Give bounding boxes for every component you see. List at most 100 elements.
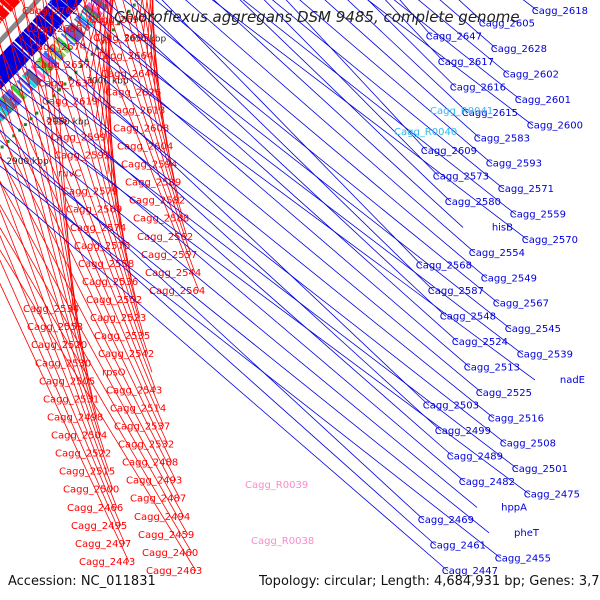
gene-label-forward: Cagg_2494 <box>134 512 190 523</box>
gene-label-forward: Cagg_2488 <box>122 458 178 469</box>
gene-label-reverse-leader <box>55 24 536 381</box>
forward-strand-gene <box>0 20 2 24</box>
cog-category-block <box>60 32 76 47</box>
gene-label-forward-leader <box>0 151 110 472</box>
gene-label-reverse: Cagg_2647 <box>426 32 482 43</box>
reverse-strand-gene <box>15 37 35 56</box>
gene-label-forward: Cagg_2543 <box>106 385 162 396</box>
gene-label-reverse-leader <box>134 0 435 292</box>
gene-label-reverse: Cagg_2469 <box>418 515 474 526</box>
reverse-strand-gene <box>50 0 71 16</box>
gene-label-forward: Cagg_2535 <box>94 331 150 342</box>
gene-label-reverse-leader <box>211 0 529 241</box>
gene-label-forward: Cagg_2532 <box>118 440 174 451</box>
gene-label-reverse-leader <box>0 165 502 559</box>
gene-label-forward-leader <box>0 282 130 563</box>
gene-label-forward: Cagg_2582 <box>129 196 185 207</box>
gene-label-forward: Cagg_2498 <box>47 413 103 424</box>
gene-label-reverse: Cagg_2461 <box>430 541 486 552</box>
cog-category-block <box>24 70 41 87</box>
reverse-strand-gene <box>0 74 8 85</box>
gene-label-forward-leader <box>90 0 125 246</box>
gene-label-reverse-leader <box>34 47 495 419</box>
reverse-strand-gene <box>27 23 49 43</box>
rna-label-pink: Cagg_R0039 <box>245 480 308 491</box>
gene-label-reverse-leader <box>367 0 534 126</box>
gene-label-forward-leader <box>42 0 78 328</box>
gene-label-reverse: Cagg_2548 <box>440 312 496 323</box>
cog-category-block <box>40 54 56 69</box>
gene-label-reverse-leader <box>263 0 440 177</box>
tick-dot <box>12 134 16 138</box>
cog-category-block <box>0 104 10 117</box>
gene-label-reverse-leader <box>271 0 505 190</box>
gene-label-reverse-leader <box>69 9 524 355</box>
gene-label-reverse-leader <box>384 0 445 63</box>
gene-label-reverse-leader <box>0 156 437 546</box>
tick-dot <box>41 105 45 109</box>
gene-label-forward-leader <box>79 0 96 48</box>
tick-dot <box>117 22 121 26</box>
gene-label-forward: Cagg_2553 <box>27 322 83 333</box>
gene-label-forward: Cagg_2514 <box>110 403 166 414</box>
gene-label-forward: Cagg_2544 <box>145 268 201 279</box>
gene-label-forward-leader <box>0 74 169 445</box>
gene-label-forward-leader <box>0 82 102 436</box>
gene-label-forward-leader <box>21 0 153 373</box>
gene-label-reverse: Cagg_2525 <box>476 388 532 399</box>
reverse-strand-gene <box>12 41 31 60</box>
gene-label-reverse: Cagg_2605 <box>479 19 535 30</box>
forward-strand-gene <box>0 0 13 12</box>
rna-label-pink: Cagg_R0038 <box>251 536 314 547</box>
tick-dot <box>23 123 27 127</box>
gene-label-reverse-leader <box>213 0 464 228</box>
gene-label-reverse-leader <box>76 1 459 343</box>
genome-stats-text: Topology: circular; Length: 4,684,931 bp… <box>259 574 600 589</box>
gene-label-forward: args <box>46 114 68 125</box>
gene-label-reverse: Cagg_2602 <box>503 70 559 81</box>
gene-label-reverse: Cagg_2516 <box>488 413 544 424</box>
gene-label-forward-leader <box>0 181 114 490</box>
gene-label-reverse: Cagg_2587 <box>428 286 484 297</box>
gene-label-forward-leader <box>0 0 94 400</box>
gene-label-reverse-leader <box>367 0 457 88</box>
gene-label-reverse: Cagg_2573 <box>433 172 489 183</box>
tick-dot <box>68 76 72 80</box>
gene-label-forward-leader <box>0 208 118 508</box>
gene-label-forward-leader <box>66 0 137 301</box>
reverse-strand-gene <box>0 71 10 84</box>
gene-label-forward: Cagg_2674 <box>30 42 86 53</box>
gene-label-reverse-leader <box>123 0 500 305</box>
gene-label-forward-leader <box>146 0 168 147</box>
gene-label-forward-leader <box>87 0 108 84</box>
reverse-strand-gene <box>0 81 4 88</box>
reverse-strand-gene <box>2 50 23 70</box>
gene-label-reverse: Cagg_2545 <box>505 324 561 335</box>
gene-label-reverse-leader <box>90 0 512 330</box>
gene-label-reverse: Cagg_2513 <box>464 362 520 373</box>
tick-dot <box>127 9 131 13</box>
gene-label-reverse: Cagg_2583 <box>474 133 530 144</box>
gene-label-forward: Cagg_2552 <box>86 295 142 306</box>
gene-label-forward: Cagg_2626 <box>105 87 161 98</box>
gene-label-forward: Cagg_2443 <box>79 557 135 568</box>
gene-label-forward: Cagg_2702 <box>22 6 78 17</box>
gene-label-forward-leader <box>142 0 172 165</box>
gene-label-forward: Cagg_2613 <box>109 105 165 116</box>
gene-label-reverse: hppA <box>501 502 527 513</box>
gene-label-forward: Cagg_2564 <box>149 286 205 297</box>
gene-label-forward-leader <box>0 155 181 499</box>
scale-tick-label: 2950 kbp <box>47 118 90 128</box>
gene-label-forward-leader <box>0 234 122 526</box>
gene-label-forward: Cagg_2608 <box>113 123 169 134</box>
gene-label-forward: Cagg_2487 <box>130 494 186 505</box>
gene-label-reverse-leader <box>0 139 490 534</box>
gene-label-reverse-leader <box>0 113 478 508</box>
reverse-strand-gene <box>6 45 27 66</box>
scale-tick-label: 3100 kbp <box>160 0 203 1</box>
gene-label-forward: Cagg_2500 <box>63 485 119 496</box>
gene-label-reverse-leader <box>27 55 442 432</box>
gene-label-forward-leader <box>146 0 151 57</box>
reverse-strand-gene <box>17 36 36 55</box>
gene-label-reverse-leader <box>0 129 425 521</box>
